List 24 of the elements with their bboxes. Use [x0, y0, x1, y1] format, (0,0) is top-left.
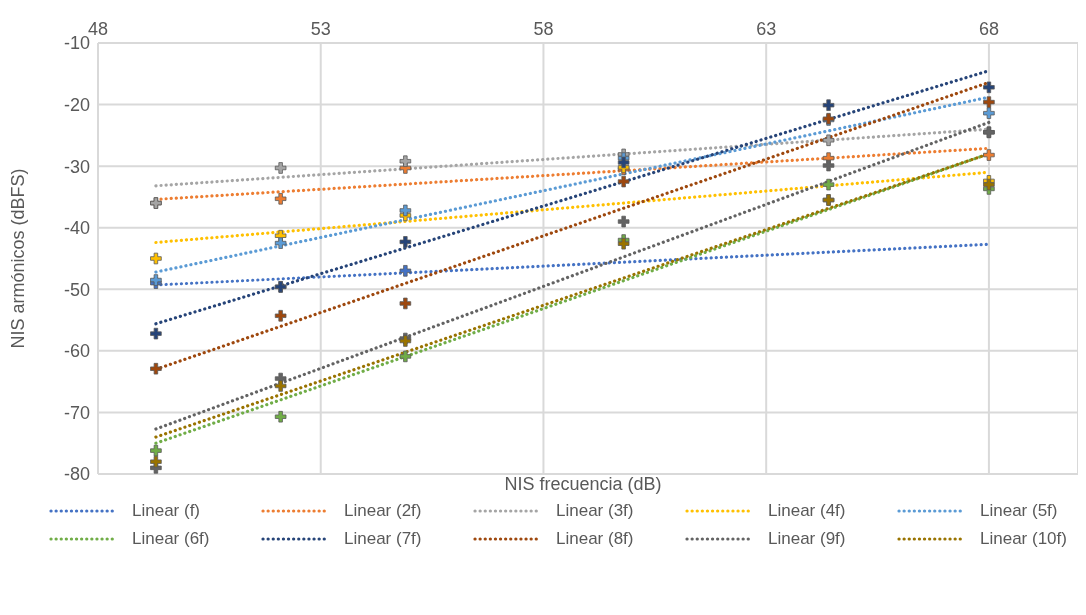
legend-label: Linear (4f) — [768, 501, 846, 521]
y-axis-title: NIS armónicos (dBFS) — [8, 168, 29, 349]
legend-label: Linear (2f) — [344, 501, 422, 521]
x-tick-label: 53 — [310, 19, 331, 39]
x-tick-label: 58 — [533, 19, 554, 39]
y-tick-label: -60 — [63, 341, 90, 362]
legend-label: Linear (10f) — [980, 529, 1067, 549]
legend-label: Linear (5f) — [980, 501, 1058, 521]
legend-label: Linear (9f) — [768, 529, 846, 549]
y-tick-label: -50 — [63, 279, 90, 300]
y-tick-label: -80 — [63, 464, 90, 485]
y-tick-label: -70 — [63, 402, 90, 423]
legend-label: Linear (6f) — [132, 529, 210, 549]
legend-label: Linear (7f) — [344, 529, 422, 549]
y-tick-label: -20 — [63, 94, 90, 115]
legend-label: Linear (8f) — [556, 529, 634, 549]
y-tick-label: -10 — [63, 33, 90, 54]
x-tick-label: 63 — [756, 19, 777, 39]
legend-label: Linear (3f) — [556, 501, 634, 521]
y-tick-label: -30 — [63, 156, 90, 177]
x-axis-title: NIS frecuencia (dB) — [504, 474, 662, 494]
x-tick-label: 68 — [978, 19, 999, 39]
y-tick-label: -40 — [63, 218, 90, 239]
legend-label: Linear (f) — [132, 501, 201, 521]
